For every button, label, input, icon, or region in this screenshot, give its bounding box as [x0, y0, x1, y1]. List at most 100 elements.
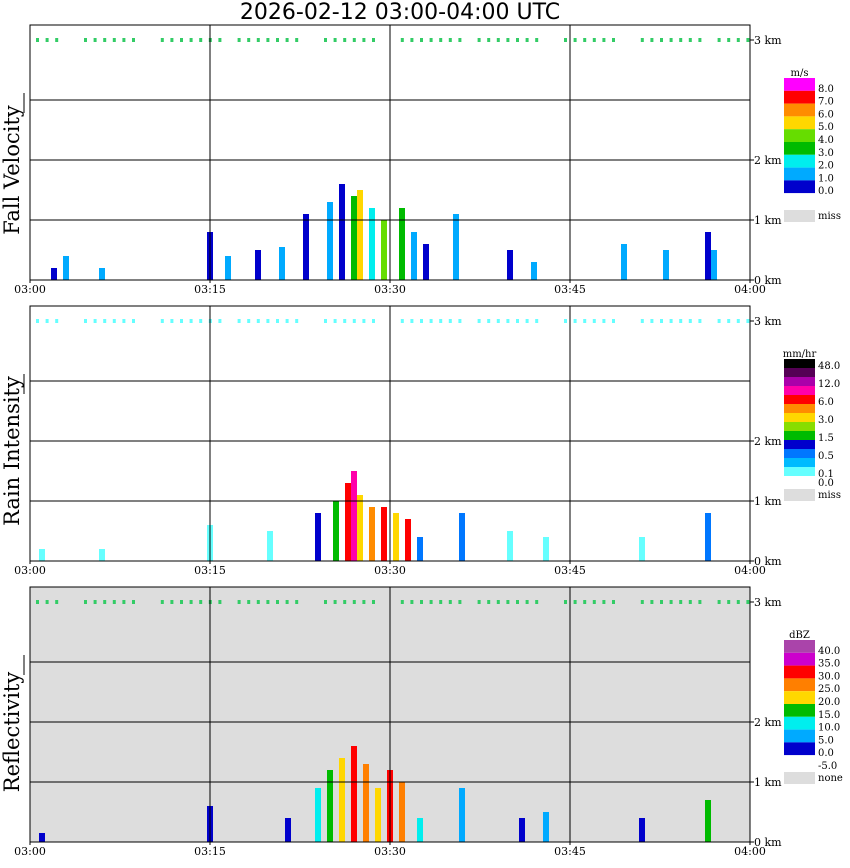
band-mark	[45, 600, 49, 604]
legend-swatch	[784, 368, 815, 377]
band-mark	[55, 38, 59, 42]
band-mark	[295, 38, 299, 42]
page-title: 2026-02-12 03:00-04:00 UTC	[239, 0, 561, 25]
band-mark	[564, 600, 567, 604]
legend-swatch	[784, 103, 815, 117]
band-mark	[698, 319, 702, 323]
band-mark	[170, 38, 174, 42]
band-mark	[439, 600, 443, 604]
band-mark	[324, 600, 327, 604]
data-column	[51, 268, 57, 280]
band-mark	[343, 600, 347, 604]
band-mark	[218, 319, 222, 323]
legend-swatch	[784, 78, 815, 91]
data-column	[453, 214, 459, 280]
band-mark	[84, 38, 87, 42]
band-mark	[237, 38, 241, 42]
band-mark	[688, 38, 692, 42]
legend-swatch	[784, 742, 815, 756]
band-mark	[247, 319, 251, 323]
band-mark	[218, 38, 222, 42]
band-mark	[592, 600, 596, 604]
legend-swatch-miss	[784, 210, 815, 222]
legend-swatch	[784, 440, 815, 449]
band-mark	[525, 600, 529, 604]
band-mark	[237, 600, 241, 604]
band-mark	[199, 319, 203, 323]
band-mark	[564, 38, 567, 42]
legend-swatch	[784, 386, 815, 395]
band-mark	[256, 600, 260, 604]
legend-unit: m/s	[791, 68, 809, 79]
band-mark	[535, 600, 539, 604]
band-mark	[352, 319, 356, 323]
data-column	[423, 244, 429, 280]
band-mark	[295, 319, 299, 323]
data-column	[363, 764, 369, 842]
band-mark	[669, 600, 673, 604]
band-mark	[372, 38, 375, 42]
band-mark	[266, 319, 270, 323]
band-mark	[736, 319, 740, 323]
band-mark	[669, 38, 673, 42]
band-mark	[429, 600, 433, 604]
legend-swatch	[784, 665, 815, 679]
legend-swatch	[784, 142, 815, 155]
band-mark	[698, 600, 702, 604]
band-mark	[189, 38, 193, 42]
band-mark	[592, 38, 596, 42]
band-mark	[496, 600, 500, 604]
legend-label: 40.0	[818, 646, 840, 657]
band-mark	[506, 600, 510, 604]
x-tick-label: 03:30	[374, 283, 406, 296]
data-column	[705, 513, 711, 561]
legend-label: 15.0	[818, 710, 840, 721]
band-mark	[612, 319, 615, 323]
band-mark	[352, 600, 356, 604]
legend-label: 6.0	[818, 109, 834, 120]
x-tick-label: 03:00	[14, 564, 46, 577]
band-mark	[420, 600, 423, 604]
legend-swatch	[784, 691, 815, 704]
data-column	[357, 495, 363, 561]
legend-swatch	[784, 422, 815, 431]
legend-swatch	[784, 413, 815, 422]
legend-swatch	[784, 431, 815, 440]
data-column	[705, 232, 711, 280]
band-mark	[256, 319, 260, 323]
legend-swatch	[784, 193, 815, 206]
band-mark	[420, 38, 423, 42]
band-mark	[660, 319, 663, 323]
y-tick-label: 0 km	[754, 836, 782, 849]
band-mark	[458, 600, 462, 604]
legend-swatch-miss	[784, 772, 815, 784]
legend-unit: mm/hr	[783, 349, 817, 360]
band-mark	[420, 319, 423, 323]
legend-label-miss: miss	[818, 211, 841, 222]
legend-swatch	[784, 467, 815, 476]
band-mark	[112, 38, 116, 42]
band-mark	[429, 38, 433, 42]
band-mark	[487, 319, 491, 323]
band-mark	[458, 38, 462, 42]
data-column	[543, 537, 549, 561]
band-mark	[717, 38, 721, 42]
y-tick-label: 3 km	[754, 315, 782, 328]
legend-label: 4.0	[818, 135, 834, 146]
band-mark	[602, 38, 606, 42]
x-tick-label: 03:45	[554, 564, 586, 577]
band-mark	[573, 600, 577, 604]
data-column	[303, 214, 309, 280]
band-mark	[717, 600, 721, 604]
band-mark	[516, 38, 519, 42]
band-mark	[429, 319, 433, 323]
legend-label: 25.0	[818, 684, 840, 695]
band-mark	[400, 319, 404, 323]
band-mark	[487, 38, 491, 42]
legend-label-miss: miss	[818, 490, 841, 501]
data-column	[63, 256, 69, 280]
band-mark	[602, 600, 606, 604]
band-mark	[640, 319, 644, 323]
legend-swatch	[784, 704, 815, 717]
